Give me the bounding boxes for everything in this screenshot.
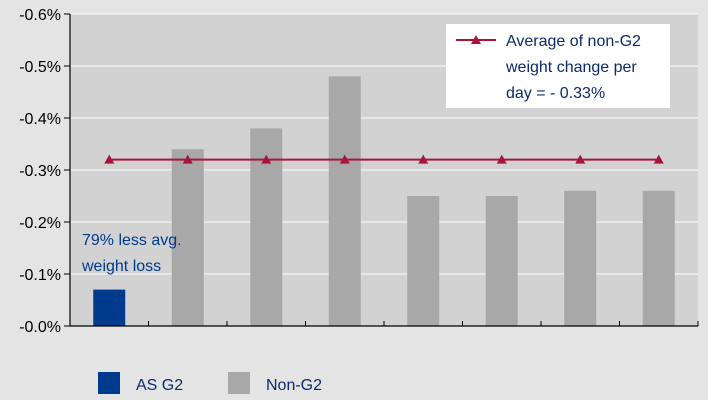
bar-as-g2-1 [93,289,126,326]
average-marker-2 [182,154,193,164]
average-marker-3 [261,154,272,164]
y-tick-label: -0.5% [19,59,61,76]
bar-non-g2-6 [485,196,518,326]
y-tick-label: -0.3% [19,163,61,180]
legend-label: Non-G2 [266,377,322,394]
y-tick-label: -0.4% [19,111,61,128]
average-legend-text: weight change per [505,59,637,76]
legend-swatch-non-g2 [228,372,250,394]
y-tick-label: -0.1% [19,267,61,284]
average-marker-7 [575,154,586,164]
y-tick-label: -0.2% [19,215,61,232]
y-tick-label: -0.0% [19,319,61,336]
average-marker-1 [104,154,115,164]
bar-non-g2-8 [642,190,675,326]
annotation-line: weight loss [81,258,161,275]
average-legend-text: day = - 0.33% [506,85,605,102]
bar-non-g2-7 [564,190,597,326]
bar-non-g2-4 [328,76,361,327]
legend-label: AS G2 [136,377,183,394]
bar-non-g2-5 [407,196,440,326]
average-marker-6 [496,154,507,164]
average-marker-5 [418,154,429,164]
average-marker-8 [653,154,664,164]
average-legend-marker [471,35,481,44]
bar-non-g2-2 [171,149,204,326]
average-legend-box [446,24,670,108]
average-legend-text: Average of non-G2 [506,33,641,50]
average-marker-4 [339,154,350,164]
annotation-line: 79% less avg. [82,232,182,249]
y-tick-label: -0.6% [19,7,61,24]
legend-swatch-as-g2 [98,372,120,394]
